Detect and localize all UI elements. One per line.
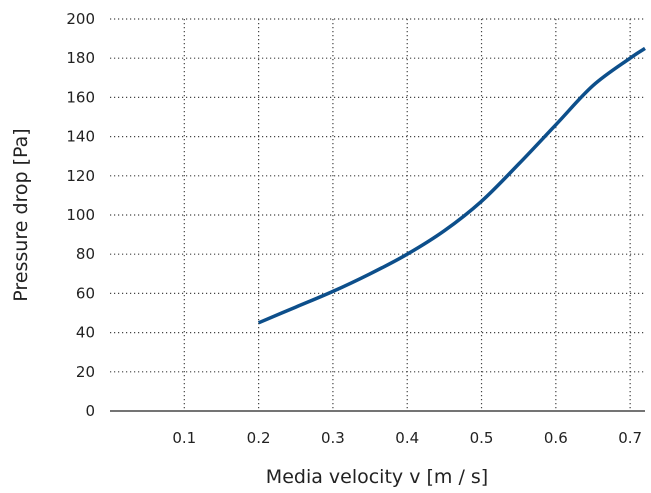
y-tick-label: 0	[85, 402, 95, 420]
y-tick-label: 60	[76, 284, 95, 302]
x-tick-label: 0.5	[470, 429, 494, 447]
y-tick-label: 120	[66, 167, 95, 185]
series-group	[257, 46, 646, 325]
y-tick-label: 140	[66, 128, 95, 146]
series-line	[257, 46, 646, 325]
y-tick-label: 160	[66, 88, 95, 106]
x-tick-label: 0.3	[321, 429, 345, 447]
y-tick-label: 180	[66, 49, 95, 67]
y-axis-title: Pressure drop [Pa]	[10, 128, 32, 301]
y-tick-label: 100	[66, 206, 95, 224]
x-tick-label: 0.1	[172, 429, 196, 447]
x-tick-labels: 0.1 0.2 0.3 0.4 0.5 0.6 0.7	[172, 429, 642, 447]
x-tick-label: 0.4	[395, 429, 419, 447]
grid	[110, 18, 645, 411]
x-tick-label: 0.6	[544, 429, 568, 447]
x-tick-label: 0.7	[618, 429, 642, 447]
x-tick-label: 0.2	[247, 429, 271, 447]
y-tick-label: 20	[76, 363, 95, 381]
y-tick-label: 200	[66, 10, 95, 28]
y-tick-label: 80	[76, 245, 95, 263]
y-tick-label: 40	[76, 324, 95, 342]
x-axis-title: Media velocity v [m / s]	[266, 466, 488, 488]
y-tick-labels: 0 20 40 60 80 100 120 140 160 180 200	[66, 10, 95, 420]
